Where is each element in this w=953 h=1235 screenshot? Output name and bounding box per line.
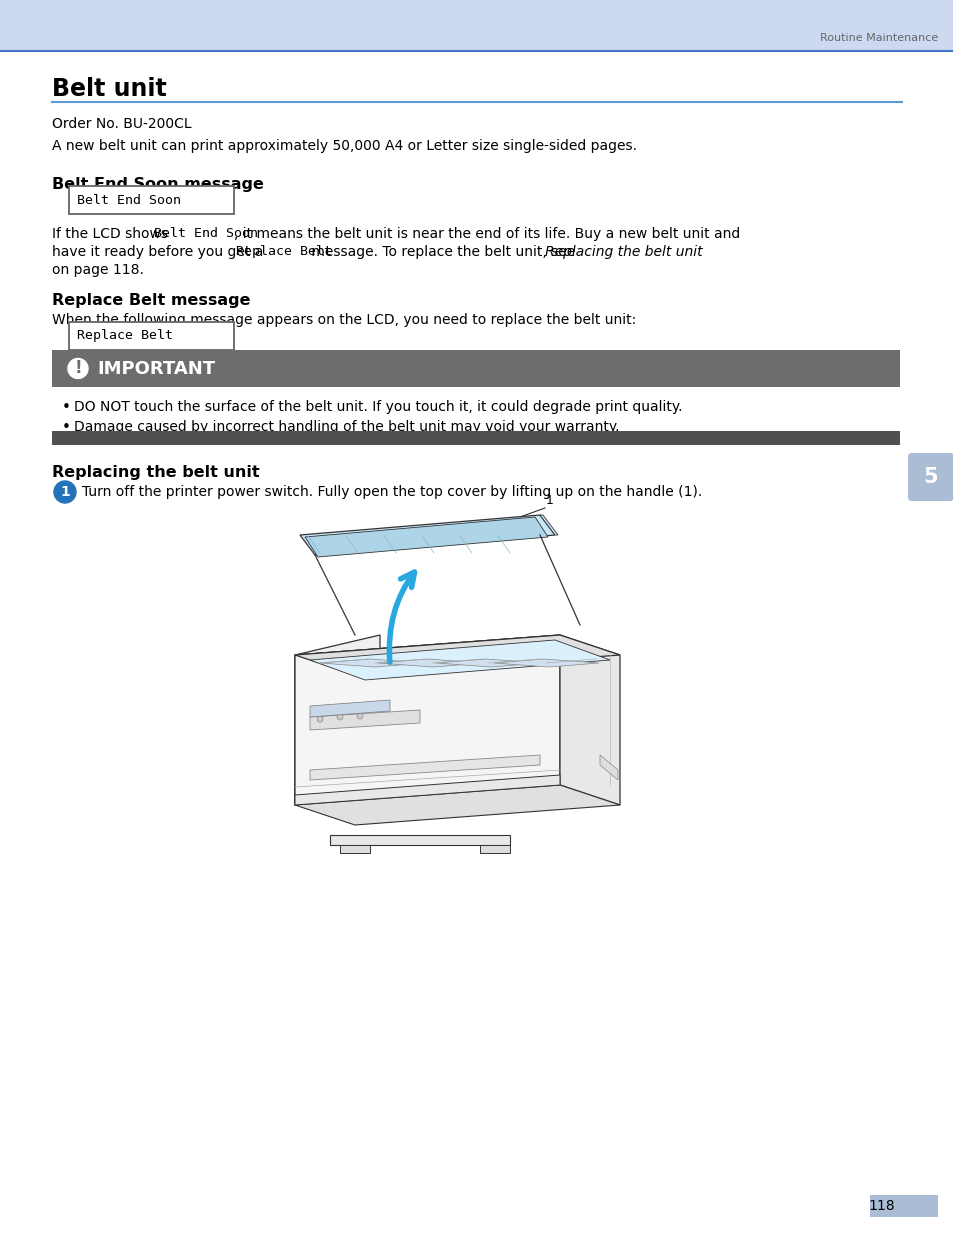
Polygon shape (310, 710, 419, 730)
FancyBboxPatch shape (69, 322, 233, 350)
Text: 5: 5 (923, 467, 938, 487)
Text: Belt unit: Belt unit (52, 77, 167, 101)
Text: !: ! (74, 359, 82, 377)
Polygon shape (294, 785, 619, 825)
Polygon shape (330, 835, 510, 845)
Circle shape (316, 716, 323, 722)
Text: Replace Belt: Replace Belt (77, 330, 172, 342)
Polygon shape (377, 659, 482, 667)
Text: Damage caused by incorrect handling of the belt unit may void your warranty.: Damage caused by incorrect handling of t… (74, 420, 618, 433)
Text: DO NOT touch the surface of the belt unit. If you touch it, it could degrade pri: DO NOT touch the surface of the belt uni… (74, 400, 681, 414)
Text: 1: 1 (60, 485, 70, 499)
Polygon shape (479, 845, 510, 853)
Polygon shape (294, 635, 559, 805)
Text: •: • (62, 400, 71, 415)
Text: have it ready before you get a: have it ready before you get a (52, 245, 268, 259)
Bar (869, 1195, 937, 1216)
Polygon shape (319, 659, 424, 667)
Circle shape (356, 713, 363, 719)
Text: on page 118.: on page 118. (52, 263, 144, 277)
Text: Replacing the belt unit: Replacing the belt unit (52, 466, 259, 480)
Polygon shape (539, 515, 558, 535)
Polygon shape (339, 845, 370, 853)
Text: Belt End Soon: Belt End Soon (153, 227, 257, 240)
Bar (52, 431, 899, 445)
Polygon shape (310, 640, 609, 680)
Text: IMPORTANT: IMPORTANT (97, 359, 214, 378)
Text: Routine Maintenance: Routine Maintenance (820, 33, 937, 43)
Polygon shape (294, 776, 559, 805)
Bar (0, 0, 953, 49)
Circle shape (54, 480, 76, 503)
Bar (52, 350, 899, 387)
Circle shape (68, 358, 88, 378)
Text: Replace Belt: Replace Belt (235, 245, 332, 258)
Text: Replacing the belt unit: Replacing the belt unit (544, 245, 702, 259)
Polygon shape (299, 515, 555, 555)
Polygon shape (599, 755, 618, 781)
Polygon shape (294, 635, 559, 805)
Text: message. To replace the belt unit, see: message. To replace the belt unit, see (307, 245, 579, 259)
Text: Replace Belt message: Replace Belt message (52, 293, 251, 308)
Text: Turn off the printer power switch. Fully open the top cover by lifting up on the: Turn off the printer power switch. Fully… (82, 485, 701, 499)
Polygon shape (305, 517, 547, 557)
Text: Order No. BU-200CL: Order No. BU-200CL (52, 117, 192, 131)
Text: If the LCD shows: If the LCD shows (52, 227, 172, 241)
Text: 1: 1 (545, 494, 554, 508)
Polygon shape (559, 635, 619, 805)
Text: 118: 118 (867, 1199, 894, 1213)
FancyBboxPatch shape (69, 186, 233, 214)
Polygon shape (436, 659, 540, 667)
Polygon shape (494, 659, 598, 667)
Polygon shape (294, 635, 619, 676)
Polygon shape (294, 635, 379, 805)
Text: When the following message appears on the LCD, you need to replace the belt unit: When the following message appears on th… (52, 312, 636, 327)
Text: A new belt unit can print approximately 50,000 A4 or Letter size single-sided pa: A new belt unit can print approximately … (52, 140, 637, 153)
Text: , it means the belt unit is near the end of its life. Buy a new belt unit and: , it means the belt unit is near the end… (233, 227, 740, 241)
Text: •: • (62, 420, 71, 435)
Polygon shape (310, 700, 390, 718)
Circle shape (336, 714, 343, 720)
Text: Belt End Soon message: Belt End Soon message (52, 177, 264, 191)
Text: Belt End Soon: Belt End Soon (77, 194, 181, 206)
FancyBboxPatch shape (907, 453, 953, 501)
Polygon shape (310, 755, 539, 781)
